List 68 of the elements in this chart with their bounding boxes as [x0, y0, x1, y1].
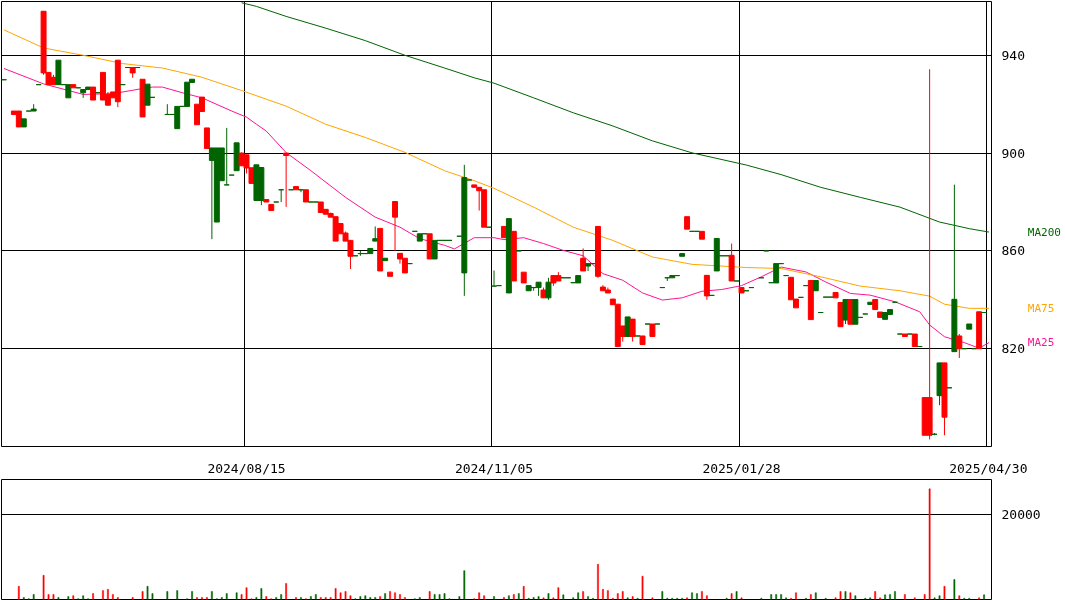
candlestick	[20, 118, 27, 128]
candlestick	[184, 81, 191, 107]
x-tick-label: 2024/08/15	[207, 460, 286, 476]
candlestick	[387, 271, 394, 277]
candlestick	[90, 86, 97, 101]
candlestick	[65, 84, 72, 99]
candlestick	[55, 59, 62, 86]
candlestick	[882, 312, 889, 320]
candlestick	[684, 216, 691, 230]
candlestick	[426, 233, 433, 260]
candlestick	[535, 281, 542, 297]
candlestick	[976, 311, 983, 350]
candlestick	[679, 253, 686, 257]
text: MA200	[1027, 225, 1061, 239]
candlestick	[738, 287, 745, 294]
candlestick	[401, 257, 408, 274]
y-tick-label: 900	[1001, 145, 1025, 161]
candlestick	[669, 275, 676, 279]
candlestick	[604, 287, 611, 294]
candlestick	[837, 301, 844, 328]
candlestick	[144, 83, 151, 106]
candlestick	[223, 127, 230, 186]
x-tick-label: 2025/01/28	[702, 460, 781, 476]
candlestick	[302, 189, 309, 203]
candlestick	[698, 230, 705, 240]
candlestick	[382, 257, 389, 262]
candlestick	[852, 299, 859, 325]
candlestick	[174, 105, 181, 130]
candlestick	[377, 227, 384, 272]
y-tick-label: 860	[1001, 243, 1025, 259]
text: MA75	[1027, 301, 1055, 315]
candlestick	[525, 285, 532, 292]
candlestick	[713, 237, 720, 272]
candlestick	[911, 333, 918, 347]
candlestick	[510, 230, 517, 282]
candlestick	[293, 186, 299, 191]
candlestick	[129, 67, 136, 79]
candlestick	[15, 110, 22, 128]
line-series	[3, 29, 990, 309]
candlestick	[520, 271, 527, 284]
text: MA25	[1027, 336, 1055, 350]
candlestick	[575, 275, 582, 284]
candlestick	[70, 84, 77, 89]
candlestick	[773, 263, 780, 284]
candlestick	[639, 335, 646, 346]
x-tick-label: 2024/11/05	[454, 460, 534, 476]
y-tick-label: 820	[1001, 341, 1025, 357]
candlestick	[807, 279, 814, 321]
y-tick-label: 20000	[1001, 507, 1041, 523]
candlestick	[505, 218, 512, 294]
candlestick	[872, 299, 879, 311]
candlestick	[585, 263, 592, 272]
x-tick-label: 2025/04/30	[949, 460, 1028, 476]
candlestick	[431, 239, 438, 260]
y-tick-label: 940	[1001, 47, 1025, 63]
candlestick	[966, 323, 973, 330]
candlestick	[203, 127, 210, 149]
candlestick	[139, 78, 146, 118]
candlestick	[649, 323, 656, 337]
candlestick	[30, 103, 37, 112]
candlestick	[471, 184, 478, 188]
candlestick	[832, 291, 839, 299]
candlestick	[901, 333, 908, 337]
line-series	[3, 67, 990, 349]
candlestick	[877, 311, 884, 318]
candlestick	[812, 279, 819, 292]
candlestick	[367, 247, 374, 255]
candlestick	[416, 233, 423, 242]
